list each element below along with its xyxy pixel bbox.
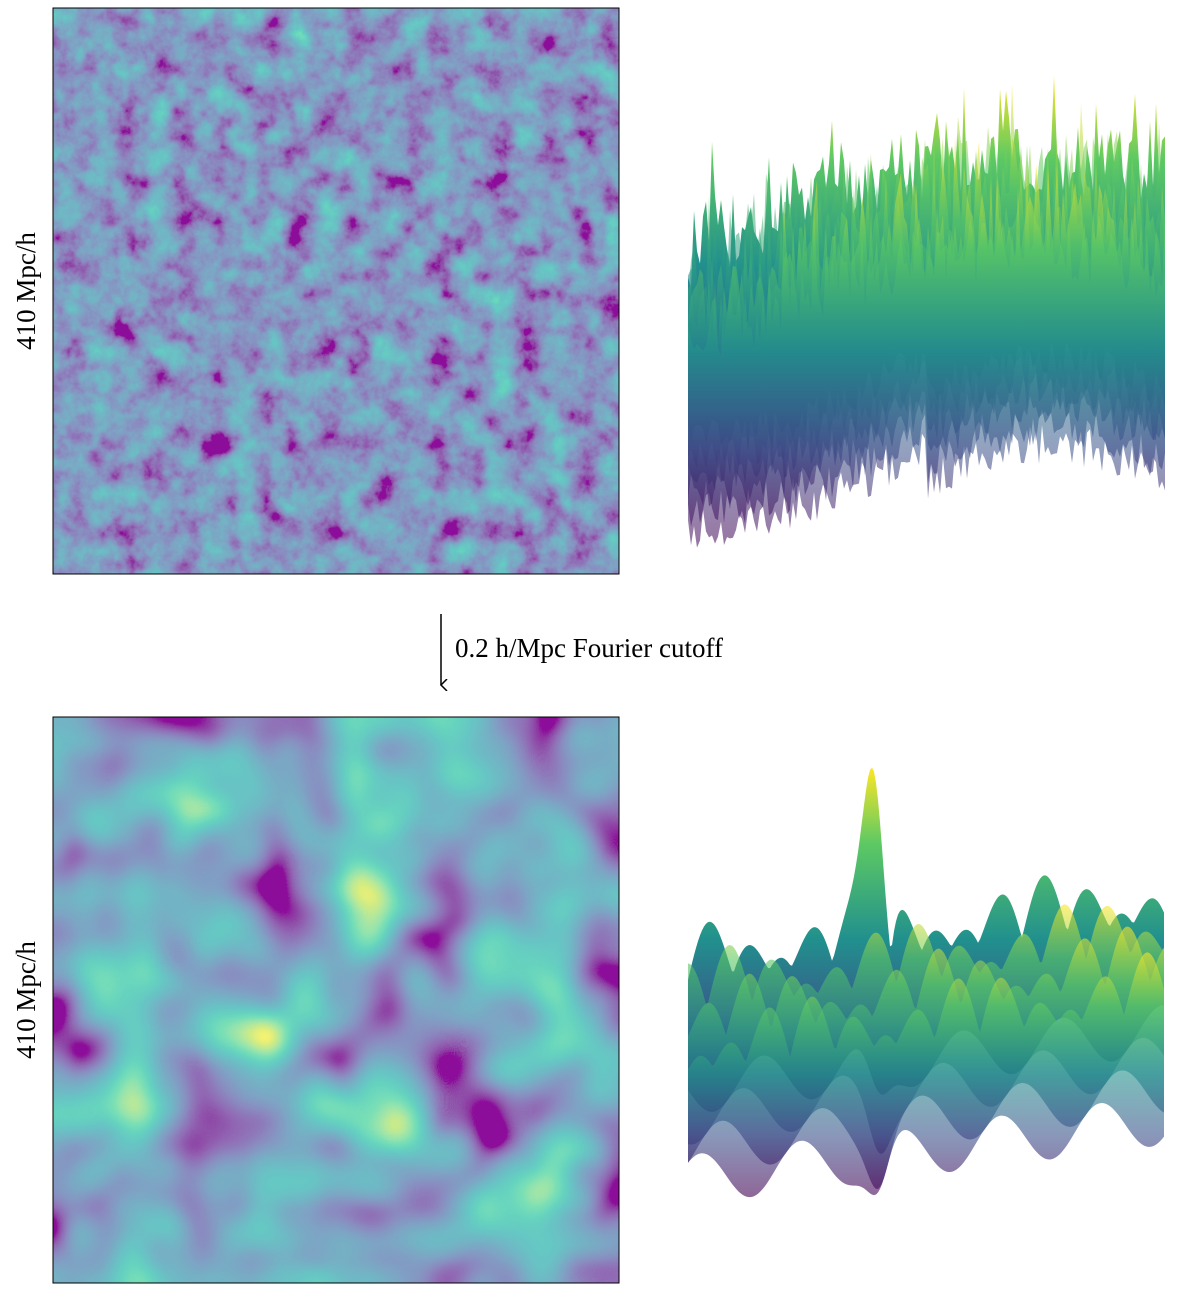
y-label: 410 Mpc/h: [11, 232, 41, 350]
smoothed-map: [53, 717, 619, 1283]
frame: [52, 7, 620, 575]
surface-plot: [688, 75, 1165, 548]
surface-layer: [688, 952, 1164, 1198]
density-map: [52, 7, 620, 575]
y-label: 410 Mpc/h: [11, 941, 41, 1059]
surface-plot: [688, 767, 1164, 1198]
surface-layer: [688, 163, 1165, 548]
frame: [52, 716, 620, 1284]
arrow-label: 0.2 h/Mpc Fourier cutoff: [455, 633, 723, 663]
